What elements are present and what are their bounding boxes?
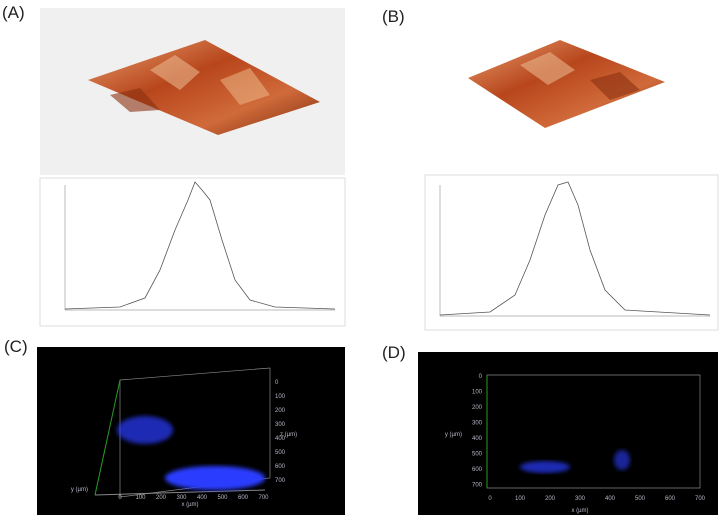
- tick-label: 100: [515, 496, 526, 502]
- surface: [88, 40, 320, 135]
- tick-label: 500: [275, 450, 286, 456]
- tick-label: 200: [275, 408, 286, 414]
- cells: [117, 416, 173, 444]
- histogram-curve: [64, 181, 336, 310]
- tick-label: 700: [258, 495, 269, 501]
- tick-label: 400: [197, 495, 208, 501]
- tick-label: 300: [176, 495, 187, 501]
- axis-label: y (µm): [445, 432, 462, 438]
- surface-peak: [220, 68, 270, 105]
- histogram: [424, 174, 719, 331]
- axis-ticks: 0 100 200 300 400 500 600 700 0 100 200 300 400 500 60…: [118, 380, 285, 501]
- tick-label: 200: [156, 495, 167, 501]
- tick-label: 300: [575, 496, 586, 502]
- confocal-image: [418, 352, 718, 515]
- panel-label: (B): [382, 7, 405, 26]
- surface-valley: [110, 88, 160, 112]
- tick-label: 600: [472, 467, 483, 473]
- surface-peak: [150, 55, 200, 90]
- cells: [614, 450, 630, 470]
- tick-label: 600: [238, 495, 249, 501]
- tick-label: 600: [665, 496, 676, 502]
- surface-peak: [520, 52, 575, 85]
- tick-label: 200: [472, 405, 483, 411]
- panel-label: (A): [2, 3, 25, 22]
- panel-label: (D): [382, 343, 406, 362]
- panel-label: (C): [4, 337, 28, 356]
- tick-label: 100: [275, 394, 286, 400]
- surface-valley: [590, 72, 640, 100]
- histogram: [39, 177, 346, 327]
- box: [119, 367, 271, 498]
- tick-label: 500: [472, 452, 483, 458]
- tick-label: 700: [472, 483, 483, 489]
- tick-label: 400: [275, 436, 286, 442]
- tick-label: 700: [275, 478, 286, 484]
- tick-label: 200: [545, 496, 556, 502]
- tick-label: 400: [605, 496, 616, 502]
- tick-label: 500: [635, 496, 646, 502]
- tick-label: 500: [217, 495, 228, 501]
- axis-ticks: 0 100 200 300 400 500 600 700 0 100 200 300 400 500 60…: [472, 374, 706, 502]
- axis-label: x (µm): [181, 502, 198, 508]
- tick-label: 0: [488, 496, 492, 502]
- histogram-curve: [439, 181, 711, 316]
- axis-label: y (µm): [71, 487, 88, 493]
- surface: [468, 40, 665, 128]
- tick-label: 300: [472, 421, 483, 427]
- cells: [165, 466, 265, 490]
- tick-label: 600: [275, 464, 286, 470]
- tick-label: 0: [275, 380, 279, 386]
- tick-label: 100: [135, 495, 146, 501]
- tick-label: 0: [118, 495, 122, 501]
- tick-label: 100: [472, 390, 483, 396]
- tick-label: 0: [479, 374, 483, 380]
- box-edge: [94, 379, 121, 496]
- cells: [520, 461, 570, 473]
- tick-label: 400: [472, 436, 483, 442]
- tick-label: 300: [275, 422, 286, 428]
- axis-label: z (µm): [280, 432, 297, 438]
- tick-label: 700: [695, 496, 706, 502]
- box-edge: [94, 489, 266, 496]
- axis-label: x (µm): [571, 508, 588, 514]
